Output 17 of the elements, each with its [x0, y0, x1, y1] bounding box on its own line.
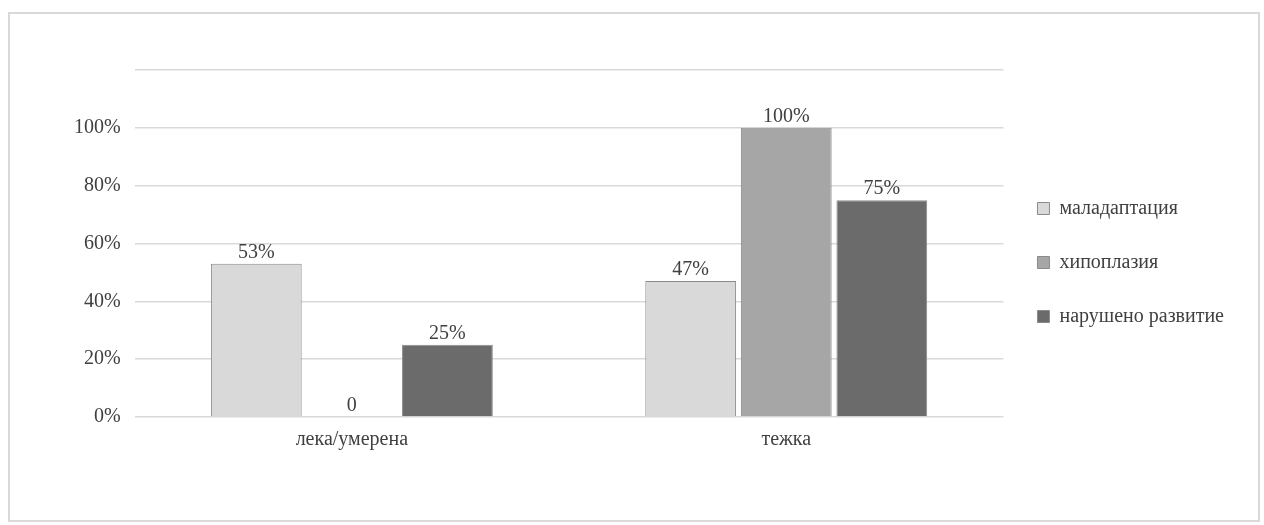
legend-label: нарушено развитие: [1059, 303, 1225, 327]
y-tick-label: 20%: [83, 346, 121, 369]
y-tick-label: 80%: [83, 172, 121, 195]
data-label: 47%: [672, 257, 710, 280]
data-label: 0: [346, 393, 357, 416]
data-label: 53%: [237, 239, 275, 262]
y-tick-label: 60%: [83, 230, 121, 253]
data-label: 25%: [429, 320, 466, 343]
y-tick-label: 0%: [93, 404, 121, 427]
legend-label: хипоплазия: [1059, 249, 1159, 272]
y-tick-label: 100%: [73, 115, 121, 138]
data-label: 100%: [762, 104, 810, 127]
data-label: 75%: [863, 176, 901, 199]
x-tick-label: тежка: [761, 427, 812, 450]
y-tick-label: 40%: [83, 288, 121, 311]
legend-label: маладаптация: [1059, 195, 1178, 219]
x-tick-label: лека/умерена: [295, 427, 409, 451]
